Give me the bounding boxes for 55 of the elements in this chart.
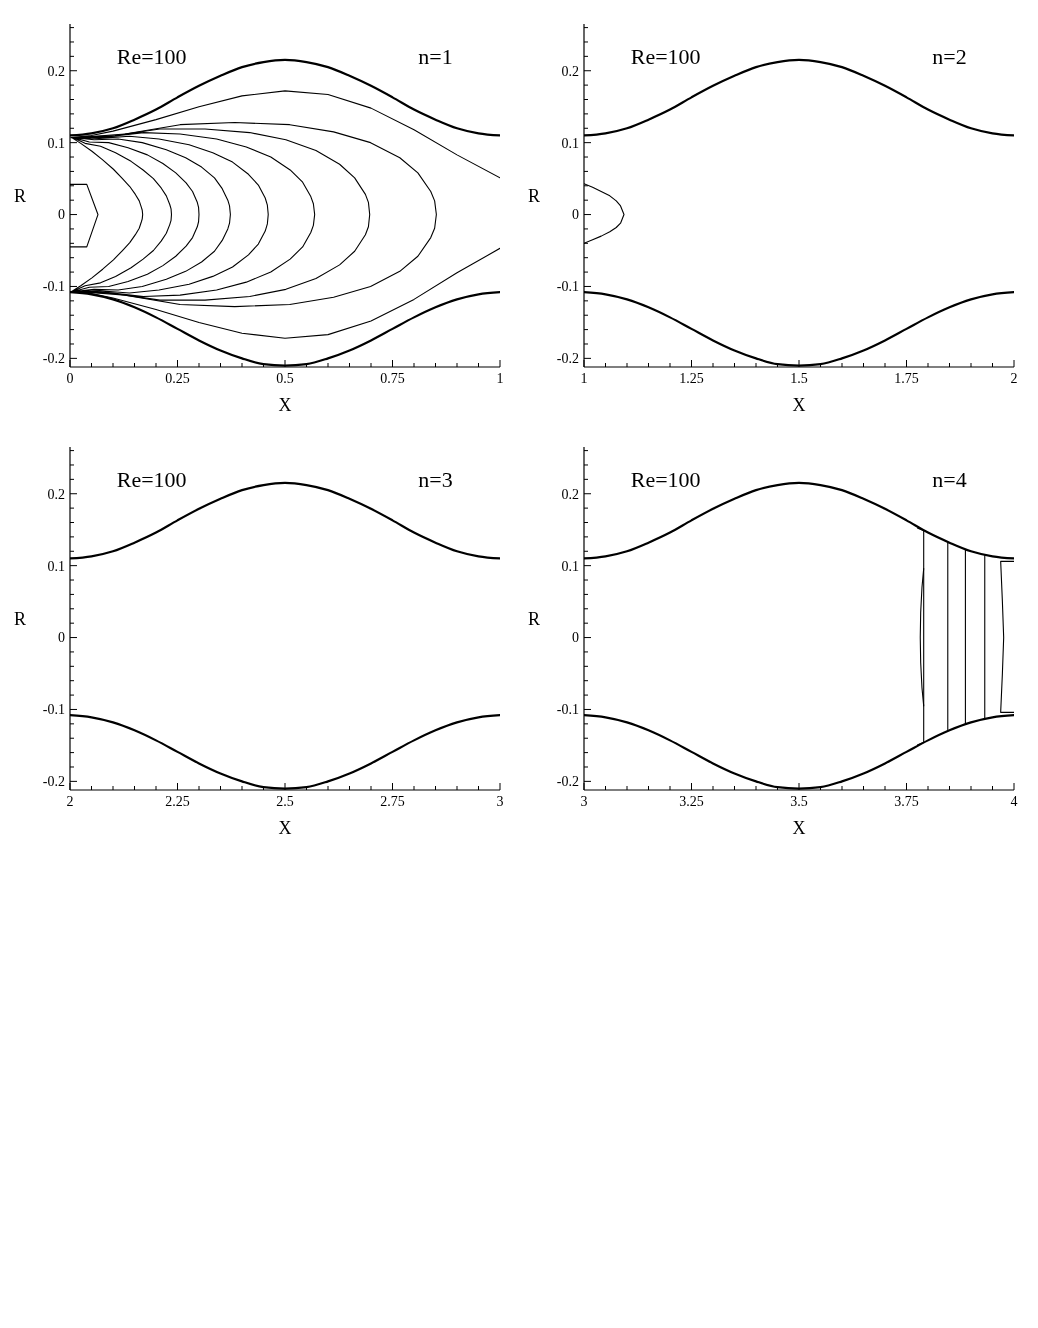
x-tick-label: 0.25	[165, 370, 190, 386]
x-tick-label: 3.5	[790, 793, 808, 809]
x-tick-label: 3.75	[894, 793, 919, 809]
x-tick-label: 1.75	[894, 370, 919, 386]
x-tick-label: 1	[496, 370, 504, 386]
annotation: Re=100	[630, 467, 701, 493]
annotation: n=3	[418, 467, 453, 493]
y-tick-label: -0.2	[42, 774, 65, 790]
annotation: Re=100	[116, 44, 187, 70]
x-tick-label: 2.75	[380, 793, 405, 809]
x-axis-title: X	[278, 395, 292, 415]
y-tick-label: 0.2	[47, 63, 65, 79]
x-tick-label: 1	[580, 370, 588, 386]
annotation: Re=100	[630, 44, 701, 70]
y-tick-label: 0.2	[561, 486, 579, 502]
x-tick-label: 0.75	[380, 370, 405, 386]
x-tick-label: 3.25	[679, 793, 704, 809]
y-axis-title: R	[528, 185, 541, 206]
x-tick-label: 2	[1010, 370, 1018, 386]
y-tick-label: 0	[58, 207, 65, 223]
y-axis-title: R	[14, 608, 27, 629]
y-tick-label: -0.2	[556, 774, 579, 790]
y-tick-label: 0.2	[561, 63, 579, 79]
y-axis-title: R	[14, 185, 27, 206]
y-tick-label: 0	[572, 630, 579, 646]
x-tick-label: 1.25	[679, 370, 704, 386]
y-tick-label: 0.1	[561, 135, 579, 151]
x-tick-label: 1.5	[790, 370, 808, 386]
annotation: n=1	[418, 44, 453, 70]
x-tick-label: 4	[1010, 793, 1018, 809]
annotation: n=4	[932, 467, 967, 493]
x-tick-label: 2	[66, 793, 74, 809]
x-tick-label: 2.5	[276, 793, 294, 809]
x-axis-title: X	[792, 395, 806, 415]
x-tick-label: 3	[580, 793, 588, 809]
y-tick-label: 0	[572, 207, 579, 223]
y-tick-label: -0.1	[42, 279, 65, 295]
y-tick-label: -0.2	[42, 351, 65, 367]
annotation: n=2	[932, 44, 967, 70]
x-tick-label: 3	[496, 793, 504, 809]
x-axis-title: X	[792, 818, 806, 838]
x-tick-label: 0.5	[276, 370, 294, 386]
y-axis-title: R	[528, 608, 541, 629]
y-tick-label: 0.1	[47, 558, 65, 574]
y-tick-label: -0.1	[556, 279, 579, 295]
y-tick-label: 0.1	[561, 558, 579, 574]
x-tick-label: 2.25	[165, 793, 190, 809]
y-tick-label: 0.1	[47, 135, 65, 151]
x-axis-title: X	[278, 818, 292, 838]
y-tick-label: -0.1	[556, 702, 579, 718]
y-tick-label: -0.2	[556, 351, 579, 367]
y-tick-label: 0.2	[47, 486, 65, 502]
annotation: Re=100	[116, 467, 187, 493]
y-tick-label: 0	[58, 630, 65, 646]
y-tick-label: -0.1	[42, 702, 65, 718]
